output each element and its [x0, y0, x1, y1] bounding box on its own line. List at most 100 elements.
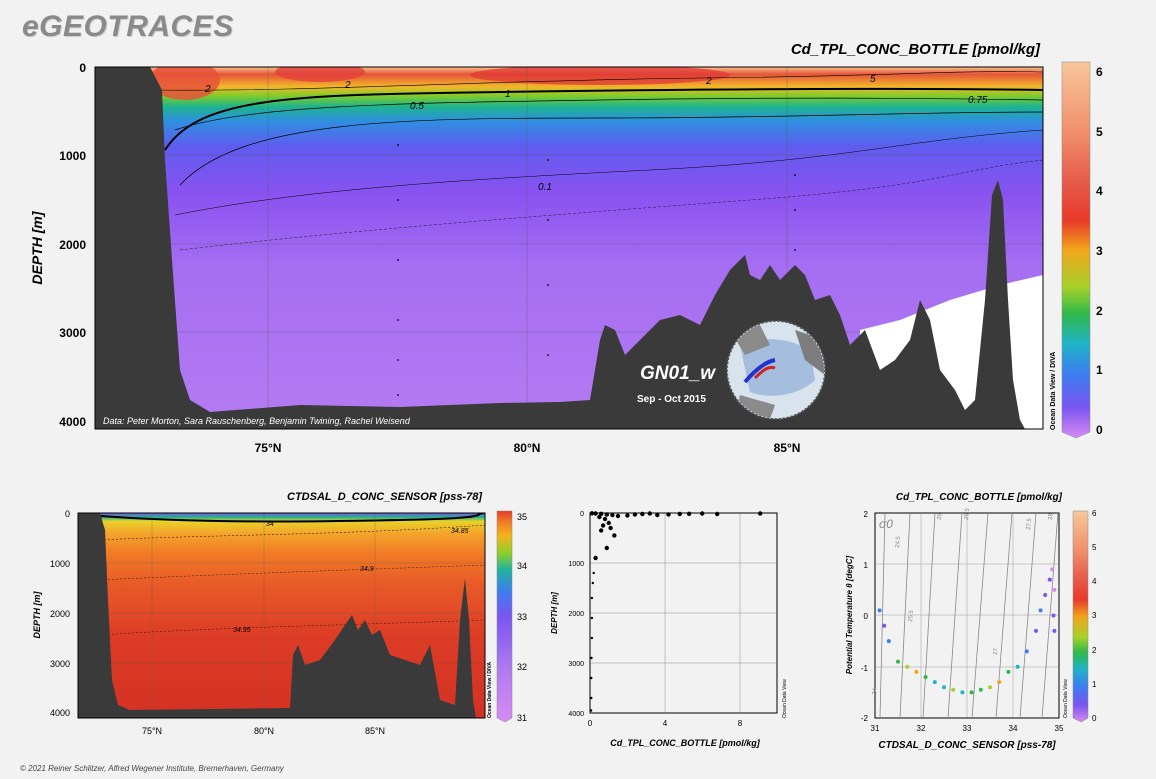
sal-cbar-35: 35: [517, 512, 527, 522]
sal-odv-label: Ocean Data View / DIVA: [487, 662, 493, 718]
ts-cbar-3: 3: [1092, 611, 1097, 620]
main-section-plot: [94, 66, 1044, 430]
profile-point: [647, 511, 652, 516]
ts-point: [1006, 669, 1011, 674]
profile-point: [632, 512, 638, 517]
contour-label-2b: 2: [344, 80, 351, 91]
profile-point: [602, 516, 608, 522]
cbar-tick-5: 5: [1096, 125, 1103, 139]
main-frame: [94, 66, 1044, 430]
sal-seafloor: [78, 513, 476, 718]
sal-title: CTDSAL_D_CONC_SENSOR [pss-78]: [287, 491, 482, 503]
ts-title: Cd_TPL_CONC_BOTTLE [pmol/kg]: [896, 492, 1063, 503]
ts-point: [1052, 587, 1057, 592]
profile-ytick-4000: 4000: [568, 711, 584, 718]
copyright-footer: © 2021 Reiner Schlitzer, Alfred Wegener …: [20, 764, 284, 773]
profile-point: [758, 511, 763, 516]
hotspot-1: [150, 67, 220, 100]
contour-2: [159, 71, 1043, 91]
main-xtick-80: 80°N: [514, 441, 541, 455]
sal-contour-label-349: 34.9: [360, 566, 374, 573]
cbar-tick-0: 0: [1096, 423, 1103, 437]
sal-cbar-33: 33: [517, 612, 527, 622]
sal-contour-label-34: 34: [266, 521, 274, 528]
main-ytick-1000: 1000: [59, 149, 86, 163]
profile-xtick-0: 0: [588, 719, 593, 728]
ts-point: [978, 687, 983, 692]
sal-ytick-1000: 1000: [50, 559, 70, 569]
ts-point: [1034, 628, 1038, 633]
isopycnal-label-26: 26: [937, 512, 944, 520]
profile-xtick-8: 8: [738, 719, 743, 728]
ts-ytick-1: 1: [864, 561, 869, 570]
contour-1: [164, 87, 1043, 151]
ts-point: [997, 680, 1002, 685]
cruise-label: GN01_w: [640, 363, 716, 384]
profile-point: [625, 513, 630, 518]
profile-point: [590, 616, 594, 620]
profile-point: [612, 533, 617, 538]
sal-contour-label-3485: 34.85: [451, 528, 469, 535]
ts-point: [905, 664, 910, 669]
ts-cbar-2: 2: [1092, 646, 1097, 655]
profile-point: [604, 512, 609, 517]
profile-point: [590, 696, 593, 700]
main-colorbar: [1061, 61, 1091, 439]
profile-point: [590, 676, 593, 680]
salinity-section-plot: [77, 512, 486, 719]
ts-cbar-1: 1: [1092, 680, 1097, 689]
ts-ylabel: Potential Temperature θ [degC]: [845, 555, 854, 674]
cbar-tick-6: 6: [1096, 65, 1103, 79]
ts-point: [882, 623, 887, 628]
contour-075: [174, 97, 1043, 131]
ts-cbar-4: 4: [1092, 577, 1097, 586]
cbar-tick-1: 1: [1096, 363, 1103, 377]
profile-point: [590, 596, 594, 600]
profile-ytick-3000: 3000: [568, 661, 584, 668]
ts-point: [1038, 608, 1043, 613]
ts-point: [951, 687, 956, 692]
profile-ytick-0: 0: [580, 511, 584, 518]
ts-point: [923, 675, 928, 679]
ts-cbar-0: 0: [1092, 714, 1097, 723]
ts-odv-label: Ocean Data View: [1063, 679, 1069, 718]
hotspot-2: [275, 67, 365, 82]
contour-label-05: 0.5: [410, 101, 424, 112]
profile-point: [608, 525, 613, 531]
profile-point: [604, 545, 609, 551]
contour-label-01: 0.1: [538, 182, 552, 193]
ts-xtick-33: 33: [963, 724, 972, 733]
profile-ytick-1000: 1000: [568, 561, 584, 568]
ts-point: [942, 685, 946, 690]
ts-points: [877, 567, 1057, 695]
profile-point: [592, 571, 595, 575]
sal-cbar-31: 31: [517, 713, 527, 723]
profile-point: [589, 709, 593, 712]
isopycnal-label-265: 26.5: [964, 507, 971, 520]
isopycnal-label-255: 25.5: [908, 609, 915, 622]
contour-05: [179, 111, 1043, 186]
profile-point: [606, 520, 611, 526]
ts-ytick-m1: -1: [861, 664, 869, 673]
contour-label-075: 0.75: [968, 95, 988, 106]
isopycnals: [879, 512, 1059, 719]
profile-odv-label: Ocean Data View: [782, 679, 788, 718]
ts-point: [988, 685, 992, 690]
profile-point: [640, 511, 645, 517]
inset-globe-map: [726, 320, 826, 420]
isopycnal-label-27: 27: [993, 647, 1000, 655]
ts-xtick-34: 34: [1009, 724, 1018, 733]
ts-point: [1043, 593, 1048, 597]
ts-xtick-31: 31: [871, 724, 880, 733]
cbar-tick-3: 3: [1096, 244, 1103, 258]
main-title: Cd_TPL_CONC_BOTTLE [pmol/kg]: [791, 41, 1041, 58]
ts-colorbar: [1072, 510, 1089, 723]
sal-ytick-0: 0: [65, 509, 70, 519]
sal-ytick-4000: 4000: [50, 708, 70, 718]
profile-xtick-4: 4: [663, 719, 668, 728]
ts-sigma-label: σ0: [879, 517, 893, 531]
sal-cbar-32: 32: [517, 662, 527, 672]
ts-diagram-plot: [874, 512, 1060, 719]
contour-label-5: 5: [870, 74, 876, 85]
